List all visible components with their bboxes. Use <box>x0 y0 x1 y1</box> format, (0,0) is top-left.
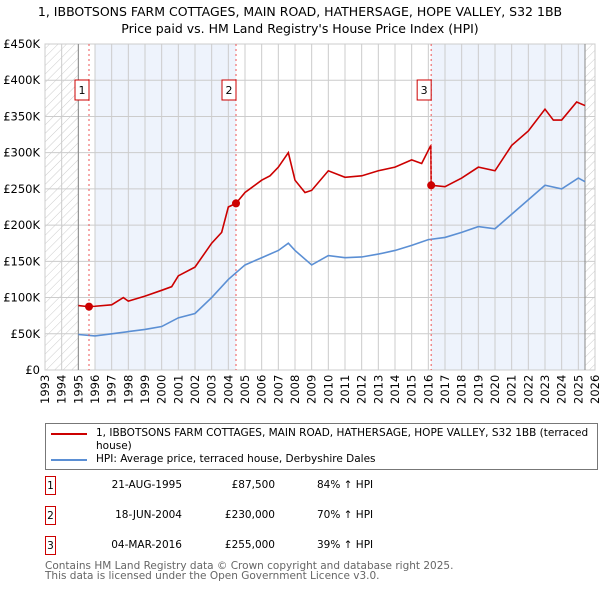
x-tick-label: 1995 <box>71 375 85 404</box>
x-tick-label: 1994 <box>55 375 69 404</box>
x-tick-label: 2009 <box>305 375 319 404</box>
x-tick-label: 2024 <box>555 375 569 404</box>
legend: 1, IBBOTSONS FARM COTTAGES, MAIN ROAD, H… <box>45 423 598 470</box>
y-tick-label: £100K <box>3 291 40 305</box>
chart-title: 1, IBBOTSONS FARM COTTAGES, MAIN ROAD, H… <box>37 4 563 19</box>
x-tick-label: 2004 <box>221 375 235 404</box>
y-tick-label: £350K <box>3 109 40 123</box>
x-tick-label: 2006 <box>255 375 269 404</box>
y-tick-label: £150K <box>3 254 40 268</box>
x-tick-label: 1999 <box>138 375 152 404</box>
y-tick-label: £450K <box>3 37 40 51</box>
x-tick-label: 2020 <box>488 375 502 404</box>
sale-point <box>427 181 436 190</box>
legend-swatch-red <box>51 433 87 435</box>
hpi-line <box>78 177 586 337</box>
plot-border <box>44 43 596 371</box>
x-tick-label: 2017 <box>438 375 452 404</box>
x-tick-label: 2007 <box>271 375 285 404</box>
transaction-row: 3 04-MAR-2016 £255,000 39% ↑ HPI <box>45 536 445 556</box>
sale-label-box <box>74 79 90 101</box>
legend-label: HPI: Average price, terraced house, Derb… <box>96 453 376 465</box>
x-tick-label: 2019 <box>471 375 485 404</box>
x-tick-label: 2026 <box>588 375 600 404</box>
legend-swatch-blue <box>51 459 87 461</box>
y-tick-label: £300K <box>3 146 40 160</box>
x-tick-label: 2013 <box>371 375 385 404</box>
transaction-hpi-change: 70% ↑ HPI <box>317 509 374 521</box>
x-tick-label: 1993 <box>38 375 52 404</box>
x-tick-label: 1997 <box>105 375 119 404</box>
y-tick-label: £250K <box>3 182 40 196</box>
transaction-price: £230,000 <box>224 509 275 521</box>
x-tick-label: 2001 <box>171 375 185 404</box>
sale-point <box>232 199 240 208</box>
footer-copyright: Contains HM Land Registry data © Crown c… <box>45 560 454 572</box>
sale-label: 2 <box>226 84 233 97</box>
transaction-price: £255,000 <box>224 539 275 551</box>
transaction-date: 21-AUG-1995 <box>111 479 182 491</box>
x-tick-label: 2002 <box>188 375 202 404</box>
y-tick-label: £400K <box>3 73 40 87</box>
legend-label: 1, IBBOTSONS FARM COTTAGES, MAIN ROAD, H… <box>96 427 589 452</box>
transaction-badge: 1 <box>45 476 56 495</box>
x-tick-label: 2008 <box>288 375 302 404</box>
transaction-price: £87,500 <box>231 479 275 491</box>
property-price-line <box>78 100 586 308</box>
transaction-date: 04-MAR-2016 <box>111 539 182 551</box>
transaction-row: 1 21-AUG-1995 £87,500 84% ↑ HPI <box>45 476 445 496</box>
sale-point <box>85 302 93 311</box>
x-tick-label: 2005 <box>238 375 252 404</box>
y-tick-label: £50K <box>11 327 41 341</box>
x-tick-label: 2011 <box>338 375 352 404</box>
x-tick-label: 2010 <box>321 375 335 404</box>
x-tick-label: 2015 <box>405 375 419 404</box>
transaction-badge: 3 <box>45 536 56 555</box>
footer-licence: This data is licensed under the Open Gov… <box>45 570 380 582</box>
y-tick-label: £0 <box>25 363 40 377</box>
legend-item-hpi: HPI: Average price, terraced house, Derb… <box>51 453 592 466</box>
transaction-date: 18-JUN-2004 <box>115 509 182 521</box>
x-tick-label: 2021 <box>505 375 519 404</box>
chart-subtitle: Price paid vs. HM Land Registry's House … <box>121 21 479 36</box>
x-tick-label: 2003 <box>205 375 219 404</box>
x-tick-label: 2000 <box>155 375 169 404</box>
transaction-hpi-change: 39% ↑ HPI <box>317 539 374 551</box>
x-tick-label: 2014 <box>388 375 402 404</box>
sale-label-box <box>221 79 237 101</box>
transaction-row: 2 18-JUN-2004 £230,000 70% ↑ HPI <box>45 506 445 526</box>
shaded-period <box>95 44 236 370</box>
y-tick-label: £200K <box>3 218 40 232</box>
transaction-hpi-change: 84% ↑ HPI <box>317 479 374 491</box>
x-tick-label: 1998 <box>121 375 135 404</box>
hatched-region-after <box>585 44 595 370</box>
x-tick-label: 1996 <box>88 375 102 404</box>
shaded-period <box>431 44 585 370</box>
x-tick-label: 2012 <box>355 375 369 404</box>
sale-label-box <box>416 79 432 101</box>
x-tick-label: 2016 <box>421 375 435 404</box>
x-tick-label: 2018 <box>455 375 469 404</box>
transaction-badge: 2 <box>45 506 56 525</box>
price-chart: 1993 1994 1995 1996 1997 1998 1999 2000 2001 2002… <box>3 37 600 404</box>
x-tick-label: 2023 <box>538 375 552 404</box>
x-tick-label: 2025 <box>571 375 585 404</box>
sale-label: 1 <box>79 84 86 97</box>
sale-label: 3 <box>421 84 428 97</box>
legend-item-property: 1, IBBOTSONS FARM COTTAGES, MAIN ROAD, H… <box>51 427 592 453</box>
x-tick-label: 2022 <box>521 375 535 404</box>
